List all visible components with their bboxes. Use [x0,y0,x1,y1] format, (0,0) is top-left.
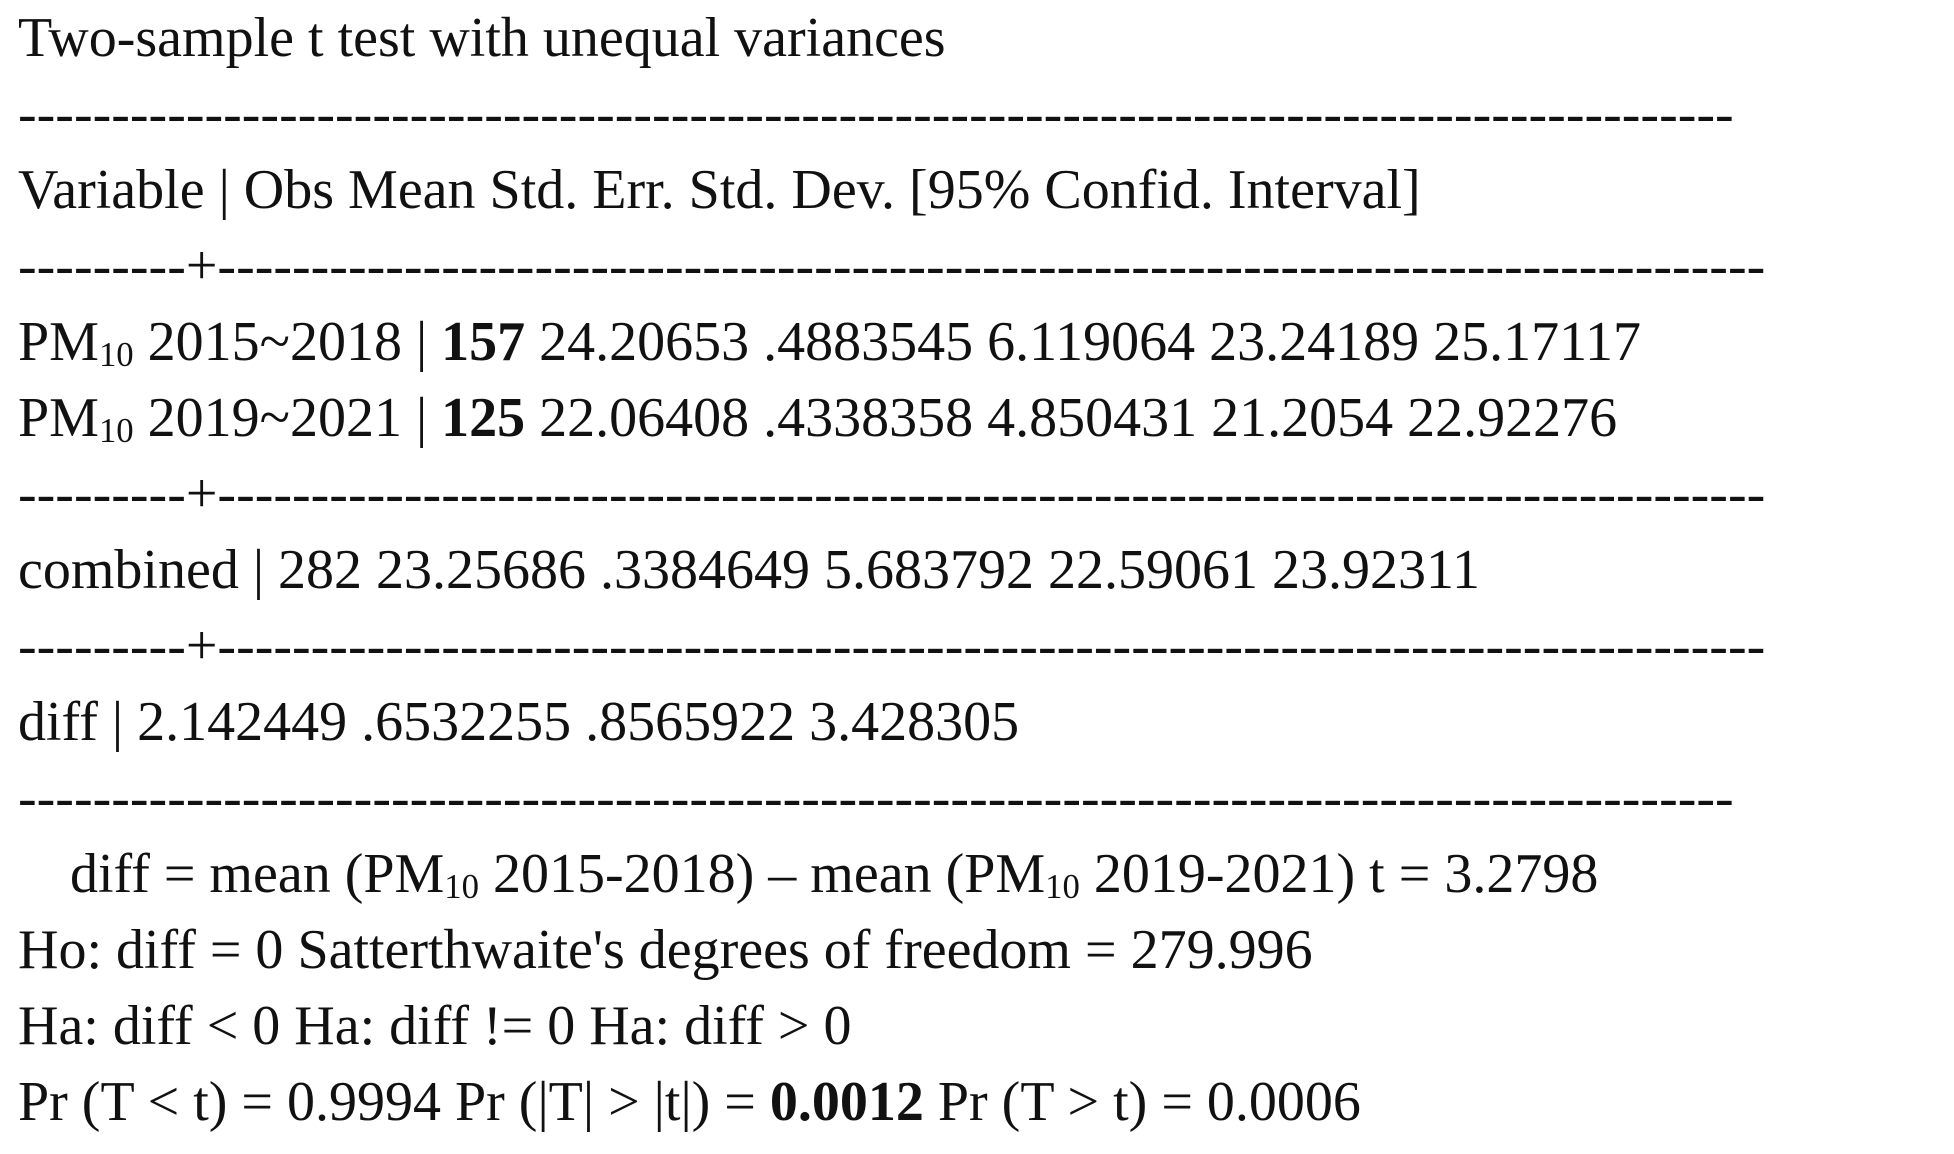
obs: 282 [278,539,363,601]
hypothesis-line: Ho: diff = 0 Satterthwaite's degrees of f… [18,912,1327,988]
header-line: Variable | Obs Mean Std. Err. Std. Dev. [95% C… [18,152,1435,228]
text: 2019-2021) [1093,843,1356,905]
header-column: [95% Confid. Interval] [909,159,1421,221]
group-row: PM10 2015~2018 | 157 24.20653.4883545 6.1190… [18,304,1655,380]
null-hypothesis: Ho: diff = 0 [18,919,284,981]
rule-line: ----------------------------------------… [18,760,1748,836]
rule: ----------------------------------------… [18,767,1734,829]
stat: 23.24189 [1209,311,1420,373]
p-two-label: Pr (|T| > |t|) = [455,1071,756,1133]
pipe: | [252,539,265,601]
pm-subscript: 10 [98,411,134,451]
header-column: Std. Dev. [688,159,896,221]
pm-prefix: PM [18,387,99,449]
stat: .4883545 [763,311,974,373]
stat: 2.142449 [137,691,348,753]
obs: 125 [441,387,526,449]
diff-row: diff | 2.142449.6532255.8565922 3.428305 [18,684,1033,760]
pipe: | [111,691,124,753]
stat: .6532255 [361,691,572,753]
p-values-line: Pr (T < t) = 0.9994 Pr (|T| > |t|) = 0.001… [18,1064,1375,1140]
stat: 21.2054 [1211,387,1394,449]
p-left: Pr (T < t) = 0.9994 [18,1071,442,1133]
pipe: | [218,159,230,221]
stat: 3.428305 [809,691,1020,753]
alternative: Ha: diff > 0 [589,995,852,1057]
alternative: Ha: diff != 0 [294,995,576,1057]
pm-subscript: 10 [1045,867,1080,907]
header-variable: Variable [18,159,205,221]
text: diff = mean (PM [70,843,445,905]
group-label: PM10 2015~2018 [18,311,402,373]
rule: ---------+------------------------------… [18,615,1766,677]
stat: 22.92276 [1407,387,1618,449]
rule: ---------+------------------------------… [18,463,1766,525]
header-column: Std. Err. [489,159,675,221]
stat: 23.25686 [376,539,587,601]
pm-subscript: 10 [444,867,479,907]
rule: ----------------------------------------… [18,83,1734,145]
stat: .4338358 [763,387,974,449]
t-statistic: t = 3.2798 [1369,843,1599,905]
diff-label: diff [18,691,98,753]
stat: .8565922 [585,691,796,753]
p-two-value: 0.0012 [769,1071,924,1133]
pipe: | [415,311,428,373]
period: 2015~2018 [147,311,402,373]
pm-prefix: PM [18,311,99,373]
combined-row: combined | 282 23.25686.3384649 5.683792 22.5… [18,532,1494,608]
diff-definition-text: diff = mean (PM10 2015-2018) – mean (PM1… [70,843,1355,905]
p-right: Pr (T > t) = 0.0006 [937,1071,1361,1133]
group-label: PM10 2019~2021 [18,387,402,449]
pipe: | [415,387,428,449]
text: 2015-2018) – mean (PM [493,843,1046,905]
stat: 5.683792 [824,539,1035,601]
stat: 22.06408 [539,387,750,449]
stat: 25.17117 [1433,311,1642,373]
combined-label: combined [18,539,239,601]
rule: ---------+------------------------------… [18,235,1766,297]
stat: 6.119064 [987,311,1196,373]
stat: 24.20653 [539,311,750,373]
degrees-of-freedom: Satterthwaite's degrees of freedom = 279… [297,919,1313,981]
header-column: Mean [348,159,476,221]
title: Two-sample t test with unequal variances [18,7,946,69]
header-column: Obs [243,159,335,221]
stat: 4.850431 [987,387,1198,449]
title-line: Two-sample t test with unequal variances [18,0,960,76]
stat: .3384649 [600,539,811,601]
diff-definition: diff = mean (PM10 2015-2018) – mean (PM1… [70,836,1612,912]
rule-line: ---------+------------------------------… [18,608,1779,684]
alternatives-line: Ha: diff < 0 Ha: diff != 0 Ha: diff > 0 [18,988,866,1064]
period: 2019~2021 [147,387,402,449]
stat: 22.59061 [1048,539,1259,601]
rule-line: ----------------------------------------… [18,76,1748,152]
pm-subscript: 10 [98,335,134,375]
rule-line: ---------+------------------------------… [18,228,1779,304]
stat: 23.92311 [1272,539,1480,601]
group-row: PM10 2019~2021 | 125 22.06408.4338358 4.8504… [18,380,1631,456]
rule-line: ---------+------------------------------… [18,456,1779,532]
obs: 157 [441,311,526,373]
alternative: Ha: diff < 0 [18,995,281,1057]
